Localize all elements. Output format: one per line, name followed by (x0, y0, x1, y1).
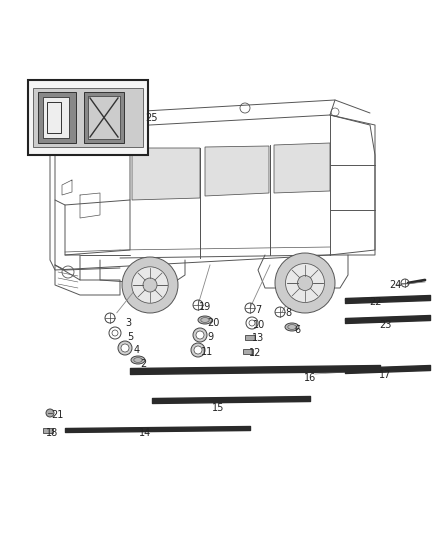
Circle shape (121, 344, 129, 352)
Text: 3: 3 (125, 318, 131, 328)
Text: 22: 22 (369, 297, 381, 307)
Bar (43, 97, 69, 138)
Bar (38, 92, 76, 143)
Circle shape (196, 331, 204, 339)
Text: 11: 11 (201, 347, 213, 357)
Text: 14: 14 (139, 428, 151, 438)
Text: 9: 9 (207, 332, 213, 342)
Circle shape (194, 346, 202, 354)
Text: 4: 4 (134, 345, 140, 355)
Circle shape (286, 263, 325, 303)
Text: 12: 12 (249, 348, 261, 358)
Bar (243, 349, 253, 353)
Bar (47, 102, 61, 133)
Bar (43, 427, 53, 432)
Text: 2: 2 (140, 359, 146, 369)
Circle shape (275, 253, 335, 313)
Ellipse shape (131, 356, 145, 364)
Text: 25: 25 (146, 113, 158, 123)
Text: 21: 21 (51, 410, 63, 420)
Text: 5: 5 (127, 332, 133, 342)
Circle shape (118, 341, 132, 355)
Circle shape (191, 343, 205, 357)
Bar (33, 88, 143, 147)
Circle shape (46, 409, 54, 417)
Bar (88, 96, 120, 139)
Text: 19: 19 (199, 302, 211, 312)
Text: 10: 10 (253, 320, 265, 330)
Text: 16: 16 (304, 373, 316, 383)
Polygon shape (205, 146, 269, 196)
Circle shape (143, 278, 157, 292)
Bar (84, 92, 124, 143)
Circle shape (297, 276, 312, 290)
Ellipse shape (198, 316, 212, 324)
Text: 13: 13 (252, 333, 264, 343)
Text: 23: 23 (379, 320, 391, 330)
Circle shape (132, 267, 168, 303)
Polygon shape (132, 148, 200, 200)
Bar (28, 80, 148, 155)
Polygon shape (274, 143, 330, 193)
Text: 6: 6 (294, 325, 300, 335)
Text: 15: 15 (212, 403, 224, 413)
Bar (245, 335, 255, 340)
Text: 18: 18 (46, 428, 58, 438)
Text: 17: 17 (379, 370, 391, 380)
Text: 8: 8 (285, 308, 291, 318)
Ellipse shape (285, 323, 299, 331)
Text: 20: 20 (207, 318, 219, 328)
Circle shape (122, 257, 178, 313)
Circle shape (193, 328, 207, 342)
Text: 7: 7 (255, 305, 261, 315)
Text: 24: 24 (389, 280, 401, 290)
